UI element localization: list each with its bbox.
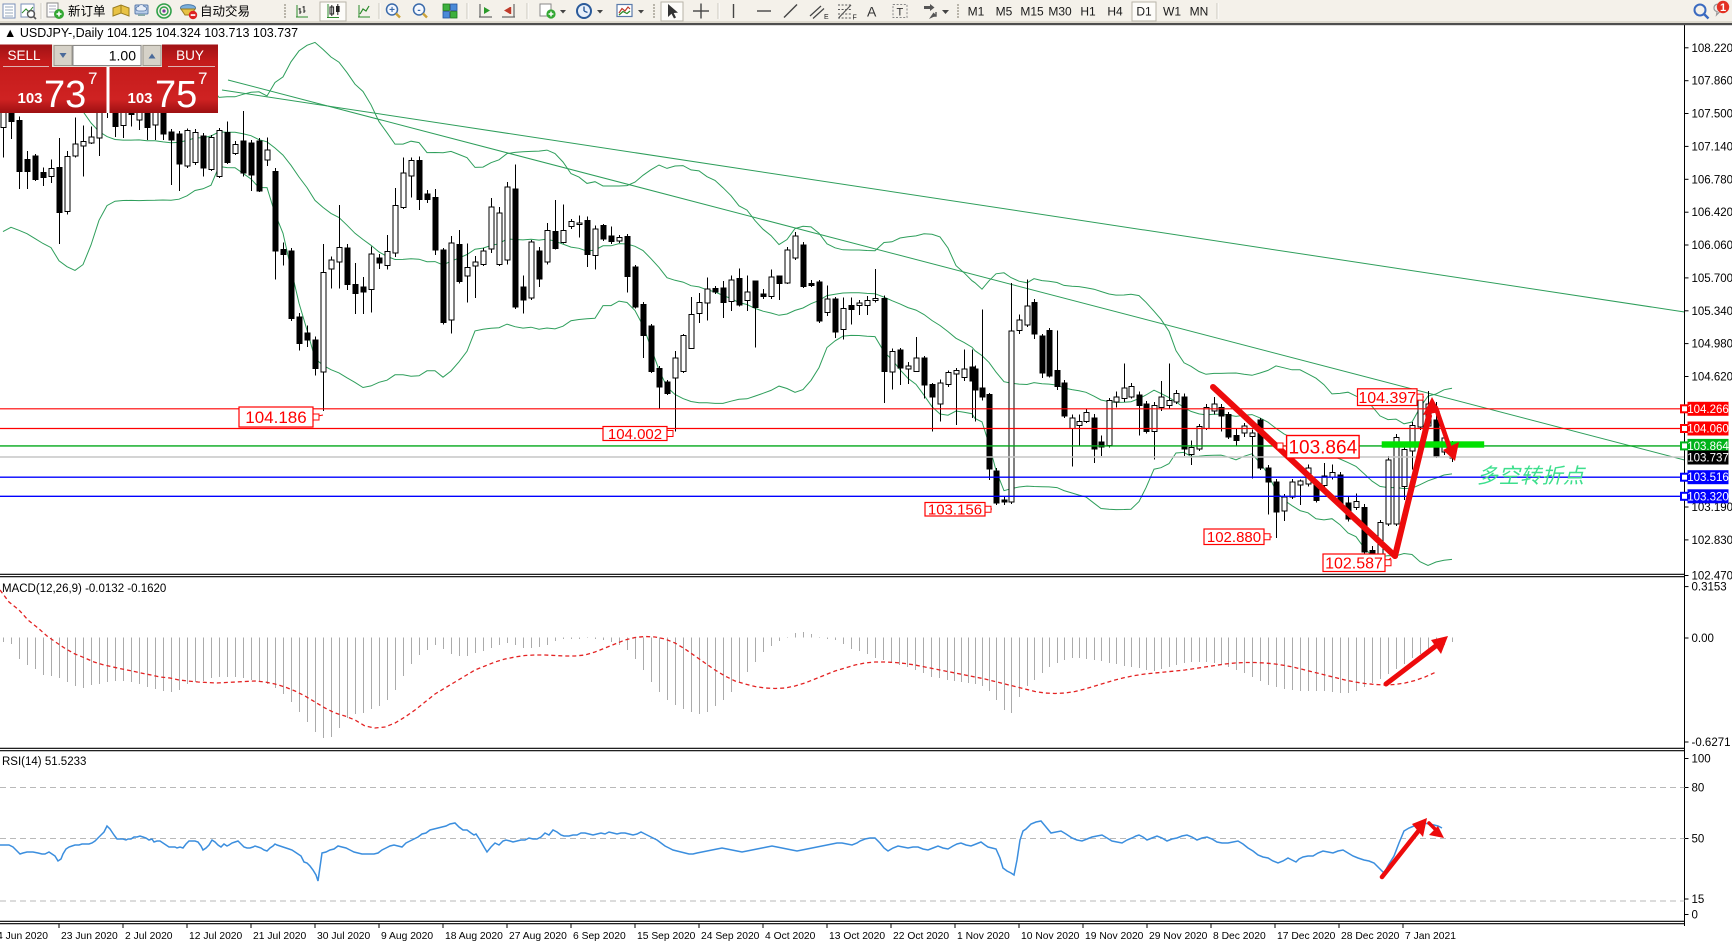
svg-text:104.060: 104.060 bbox=[1687, 424, 1729, 436]
svg-text:106.060: 106.060 bbox=[1692, 240, 1732, 252]
svg-text:103.516: 103.516 bbox=[1687, 472, 1729, 484]
svg-text:105.340: 105.340 bbox=[1692, 306, 1732, 318]
svg-text:1: 1 bbox=[1720, 2, 1726, 14]
svg-text:7: 7 bbox=[198, 69, 207, 88]
svg-text:MACD(12,26,9) -0.0132 -0.1620: MACD(12,26,9) -0.0132 -0.1620 bbox=[2, 583, 166, 595]
svg-text:H4: H4 bbox=[1107, 5, 1123, 19]
svg-text:-: - bbox=[417, 5, 420, 16]
svg-text:M30: M30 bbox=[1048, 5, 1072, 19]
svg-text:104.266: 104.266 bbox=[1687, 404, 1729, 416]
svg-text:1 Nov 2020: 1 Nov 2020 bbox=[957, 931, 1010, 942]
svg-text:9 Aug 2020: 9 Aug 2020 bbox=[381, 931, 433, 942]
svg-text:7 Jan 2021: 7 Jan 2021 bbox=[1405, 931, 1456, 942]
svg-text:108.220: 108.220 bbox=[1692, 43, 1732, 55]
svg-text:8 Dec 2020: 8 Dec 2020 bbox=[1213, 931, 1266, 942]
svg-text:22 Oct 2020: 22 Oct 2020 bbox=[893, 931, 949, 942]
svg-text:102.880: 102.880 bbox=[1207, 529, 1261, 546]
svg-text:19 Nov 2020: 19 Nov 2020 bbox=[1085, 931, 1144, 942]
svg-text:104.620: 104.620 bbox=[1692, 372, 1732, 384]
svg-text:新订单: 新订单 bbox=[68, 4, 106, 19]
svg-text:F: F bbox=[853, 15, 857, 22]
svg-text:103.190: 103.190 bbox=[1692, 502, 1732, 514]
svg-text:E: E bbox=[824, 14, 829, 21]
svg-text:SELL: SELL bbox=[7, 48, 41, 63]
svg-text:103.864: 103.864 bbox=[1288, 438, 1357, 459]
svg-text:105.700: 105.700 bbox=[1692, 273, 1732, 285]
svg-text:106.780: 106.780 bbox=[1692, 174, 1732, 186]
svg-text:18 Aug 2020: 18 Aug 2020 bbox=[445, 931, 503, 942]
svg-text:MN: MN bbox=[1190, 5, 1209, 19]
svg-text:102.830: 102.830 bbox=[1692, 535, 1732, 547]
svg-text:0: 0 bbox=[1692, 910, 1698, 922]
svg-text:104.980: 104.980 bbox=[1692, 339, 1732, 351]
svg-text:100: 100 bbox=[1692, 754, 1711, 766]
svg-text:2 Jul 2020: 2 Jul 2020 bbox=[125, 931, 173, 942]
svg-text:7: 7 bbox=[88, 69, 97, 88]
svg-text:103.320: 103.320 bbox=[1687, 491, 1729, 503]
svg-text:28 Dec 2020: 28 Dec 2020 bbox=[1341, 931, 1400, 942]
svg-text:0.3153: 0.3153 bbox=[1692, 582, 1727, 594]
svg-text:104.186: 104.186 bbox=[245, 408, 306, 427]
svg-text:23 Jun 2020: 23 Jun 2020 bbox=[61, 931, 118, 942]
svg-text:▲ USDJPY-,Daily 104.125 104.3: ▲ USDJPY-,Daily 104.125 104.324 103.713 … bbox=[4, 26, 298, 40]
svg-text:107.500: 107.500 bbox=[1692, 109, 1732, 121]
svg-text:10 Nov 2020: 10 Nov 2020 bbox=[1021, 931, 1080, 942]
svg-text:50: 50 bbox=[1692, 834, 1705, 846]
svg-text:104.397: 104.397 bbox=[1358, 390, 1416, 407]
svg-text:27 Aug 2020: 27 Aug 2020 bbox=[509, 931, 567, 942]
svg-text:107.140: 107.140 bbox=[1692, 141, 1732, 153]
svg-text:1.00: 1.00 bbox=[109, 48, 136, 64]
svg-text:M5: M5 bbox=[996, 5, 1013, 19]
svg-text:103: 103 bbox=[127, 90, 152, 107]
svg-text:0.00: 0.00 bbox=[1692, 633, 1714, 645]
svg-text:103: 103 bbox=[17, 90, 42, 107]
svg-text:W1: W1 bbox=[1163, 5, 1181, 19]
svg-text:103.156: 103.156 bbox=[928, 502, 982, 519]
svg-text:107.860: 107.860 bbox=[1692, 76, 1732, 88]
svg-text:M15: M15 bbox=[1020, 5, 1044, 19]
svg-text:自动交易: 自动交易 bbox=[200, 4, 250, 19]
svg-text:15 Sep 2020: 15 Sep 2020 bbox=[637, 931, 696, 942]
svg-text:73: 73 bbox=[44, 74, 86, 116]
svg-text:4 Jun 2020: 4 Jun 2020 bbox=[0, 931, 48, 942]
svg-text:+: + bbox=[389, 5, 395, 16]
svg-text:6 Sep 2020: 6 Sep 2020 bbox=[573, 931, 626, 942]
svg-text:29 Nov 2020: 29 Nov 2020 bbox=[1149, 931, 1208, 942]
svg-text:104.002: 104.002 bbox=[608, 426, 662, 443]
svg-text:15: 15 bbox=[1692, 894, 1705, 906]
svg-text:75: 75 bbox=[155, 74, 197, 116]
svg-text:30 Jul 2020: 30 Jul 2020 bbox=[317, 931, 371, 942]
svg-text:H1: H1 bbox=[1080, 5, 1096, 19]
svg-text:17 Dec 2020: 17 Dec 2020 bbox=[1277, 931, 1336, 942]
svg-text:103.737: 103.737 bbox=[1687, 453, 1729, 465]
svg-text:多空转折点: 多空转折点 bbox=[1477, 464, 1586, 488]
svg-text:-0.6271: -0.6271 bbox=[1692, 737, 1731, 749]
svg-text:24 Sep 2020: 24 Sep 2020 bbox=[701, 931, 760, 942]
svg-text:80: 80 bbox=[1692, 783, 1705, 795]
svg-text:A: A bbox=[867, 4, 877, 20]
svg-text:T: T bbox=[897, 7, 904, 19]
svg-text:4 Oct 2020: 4 Oct 2020 bbox=[765, 931, 816, 942]
svg-text:BUY: BUY bbox=[176, 48, 204, 63]
svg-text:D1: D1 bbox=[1136, 5, 1152, 19]
svg-text:12 Jul 2020: 12 Jul 2020 bbox=[189, 931, 243, 942]
svg-text:13 Oct 2020: 13 Oct 2020 bbox=[829, 931, 885, 942]
svg-text:102.587: 102.587 bbox=[1325, 556, 1383, 573]
svg-text:M1: M1 bbox=[968, 5, 985, 19]
svg-text:21 Jul 2020: 21 Jul 2020 bbox=[253, 931, 307, 942]
svg-text:RSI(14) 51.5233: RSI(14) 51.5233 bbox=[2, 756, 86, 768]
svg-text:106.420: 106.420 bbox=[1692, 207, 1732, 219]
